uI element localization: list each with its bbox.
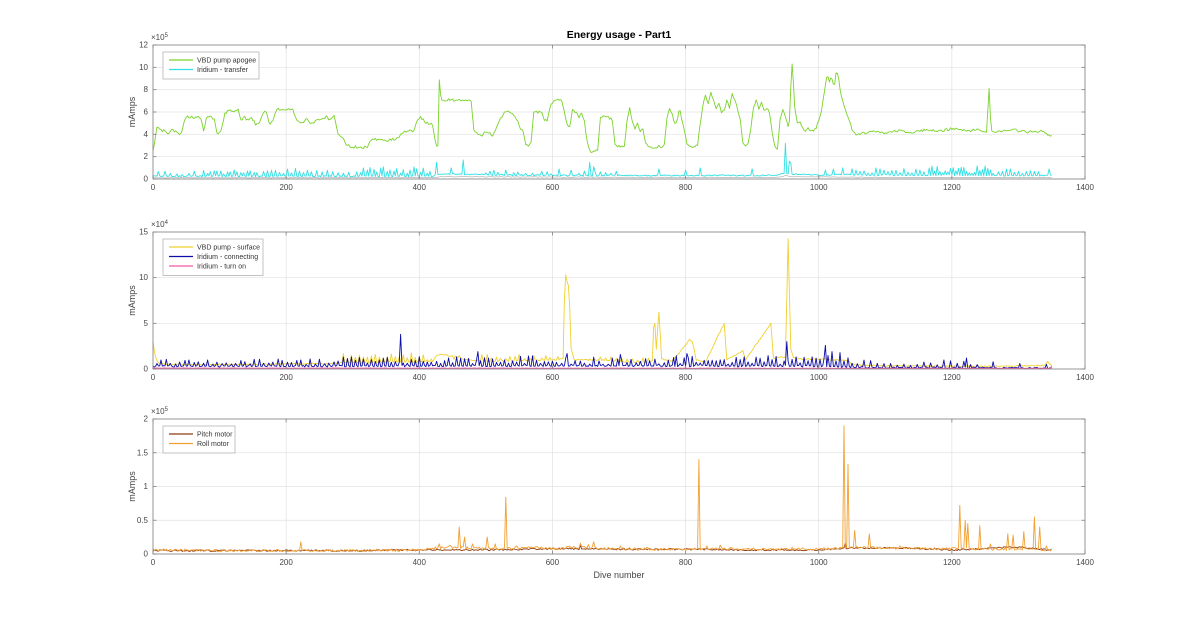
x-tick-label: 0 [151, 183, 156, 192]
legend: VBD pump apogee Iridium - transfer [162, 51, 260, 80]
y-tick-label: 2 [144, 152, 149, 161]
y-axis-label: mAmps [127, 285, 137, 316]
x-tick-label: 400 [413, 558, 427, 567]
y-axis-exponent: ×105 [151, 33, 169, 42]
x-tick-label: 1200 [943, 558, 961, 567]
legend-item-label: Roll motor [197, 441, 230, 448]
legend: Pitch motor Roll motor [162, 425, 236, 454]
x-tick-label: 1400 [1076, 373, 1094, 382]
x-tick-label: 400 [413, 183, 427, 192]
legend-box [162, 51, 260, 80]
x-tick-label: 1000 [810, 183, 828, 192]
axes-box [152, 231, 1086, 370]
x-tick-label: 1200 [943, 183, 961, 192]
series-roll-motor [152, 425, 1053, 553]
y-axis-exponent: ×105 [151, 407, 169, 416]
legend-item-label: VBD pump - surface [197, 244, 260, 251]
y-tick-label: 6 [144, 108, 149, 117]
series-iridium---connecting [152, 333, 1052, 369]
subplot-top: 0 200 400 600 800 1000 1200 1400 0 2 4 6 8 10 12×105 mA… [127, 33, 1094, 192]
y-tick-label: 0 [144, 175, 149, 184]
legend-item-label: Iridium - turn on [197, 263, 246, 270]
y-tick-label: 5 [144, 319, 149, 328]
x-tick-label: 800 [679, 183, 693, 192]
legend-item-label: Pitch motor [197, 431, 233, 438]
x-tick-label: 400 [413, 373, 427, 382]
x-tick-label: 800 [679, 373, 693, 382]
x-tick-label: 200 [279, 183, 293, 192]
y-tick-label: 0.5 [137, 516, 149, 525]
x-tick-label: 1000 [810, 373, 828, 382]
x-tick-label: 1000 [810, 558, 828, 567]
x-tick-label: 1400 [1076, 183, 1094, 192]
y-axis-label: mAmps [127, 96, 137, 127]
x-tick-label: 600 [546, 183, 560, 192]
y-tick-label: 2 [144, 415, 149, 424]
legend-item-label: Iridium - transfer [197, 67, 249, 74]
x-tick-label: 600 [546, 558, 560, 567]
legend-box [162, 425, 236, 454]
chart-title: Energy usage - Part1 [566, 29, 672, 41]
legend-item-label: VBD pump apogee [197, 57, 256, 64]
plot-area [153, 232, 1085, 369]
y-tick-label: 8 [144, 85, 149, 94]
y-axis-label: mAmps [127, 471, 137, 502]
x-tick-label: 1400 [1076, 558, 1094, 567]
x-tick-label: 600 [546, 373, 560, 382]
x-tick-label: 0 [151, 558, 156, 567]
legend: VBD pump - surface Iridium - connecting Ir… [162, 238, 264, 276]
series-iridium---turn-on [153, 365, 1053, 369]
y-tick-label: 12 [139, 41, 148, 50]
series-vbd-pump---surface [152, 238, 1053, 368]
y-tick-label: 15 [139, 228, 148, 237]
y-tick-label: 0 [144, 365, 149, 374]
series-unlabeled-baseline [152, 175, 1052, 179]
series-vbd-pump-apogee [152, 63, 1052, 154]
y-tick-label: 10 [139, 273, 148, 282]
subplot-middle: 0 200 400 600 800 1000 1200 1400 0 5 10 15×104 mAmps… [127, 220, 1094, 382]
subplot-bottom: 0 200 400 600 800 1000 1200 1400 0 0.5 1 1.5 2×105 mA… [127, 407, 1094, 580]
x-tick-label: 0 [151, 373, 156, 382]
y-tick-label: 10 [139, 63, 148, 72]
y-tick-label: 4 [144, 130, 149, 139]
x-tick-label: 800 [679, 558, 693, 567]
y-tick-label: 1 [144, 482, 149, 491]
y-axis-exponent: ×104 [151, 220, 169, 229]
y-tick-label: 1.5 [137, 448, 149, 457]
x-axis-label: Dive number [593, 570, 644, 580]
x-tick-label: 200 [279, 558, 293, 567]
x-tick-label: 200 [279, 373, 293, 382]
y-tick-label: 0 [144, 550, 149, 559]
series-iridium---transfer [152, 142, 1052, 178]
legend-item-label: Iridium - connecting [197, 254, 258, 261]
legend-box [162, 238, 264, 276]
x-tick-label: 1200 [943, 373, 961, 382]
